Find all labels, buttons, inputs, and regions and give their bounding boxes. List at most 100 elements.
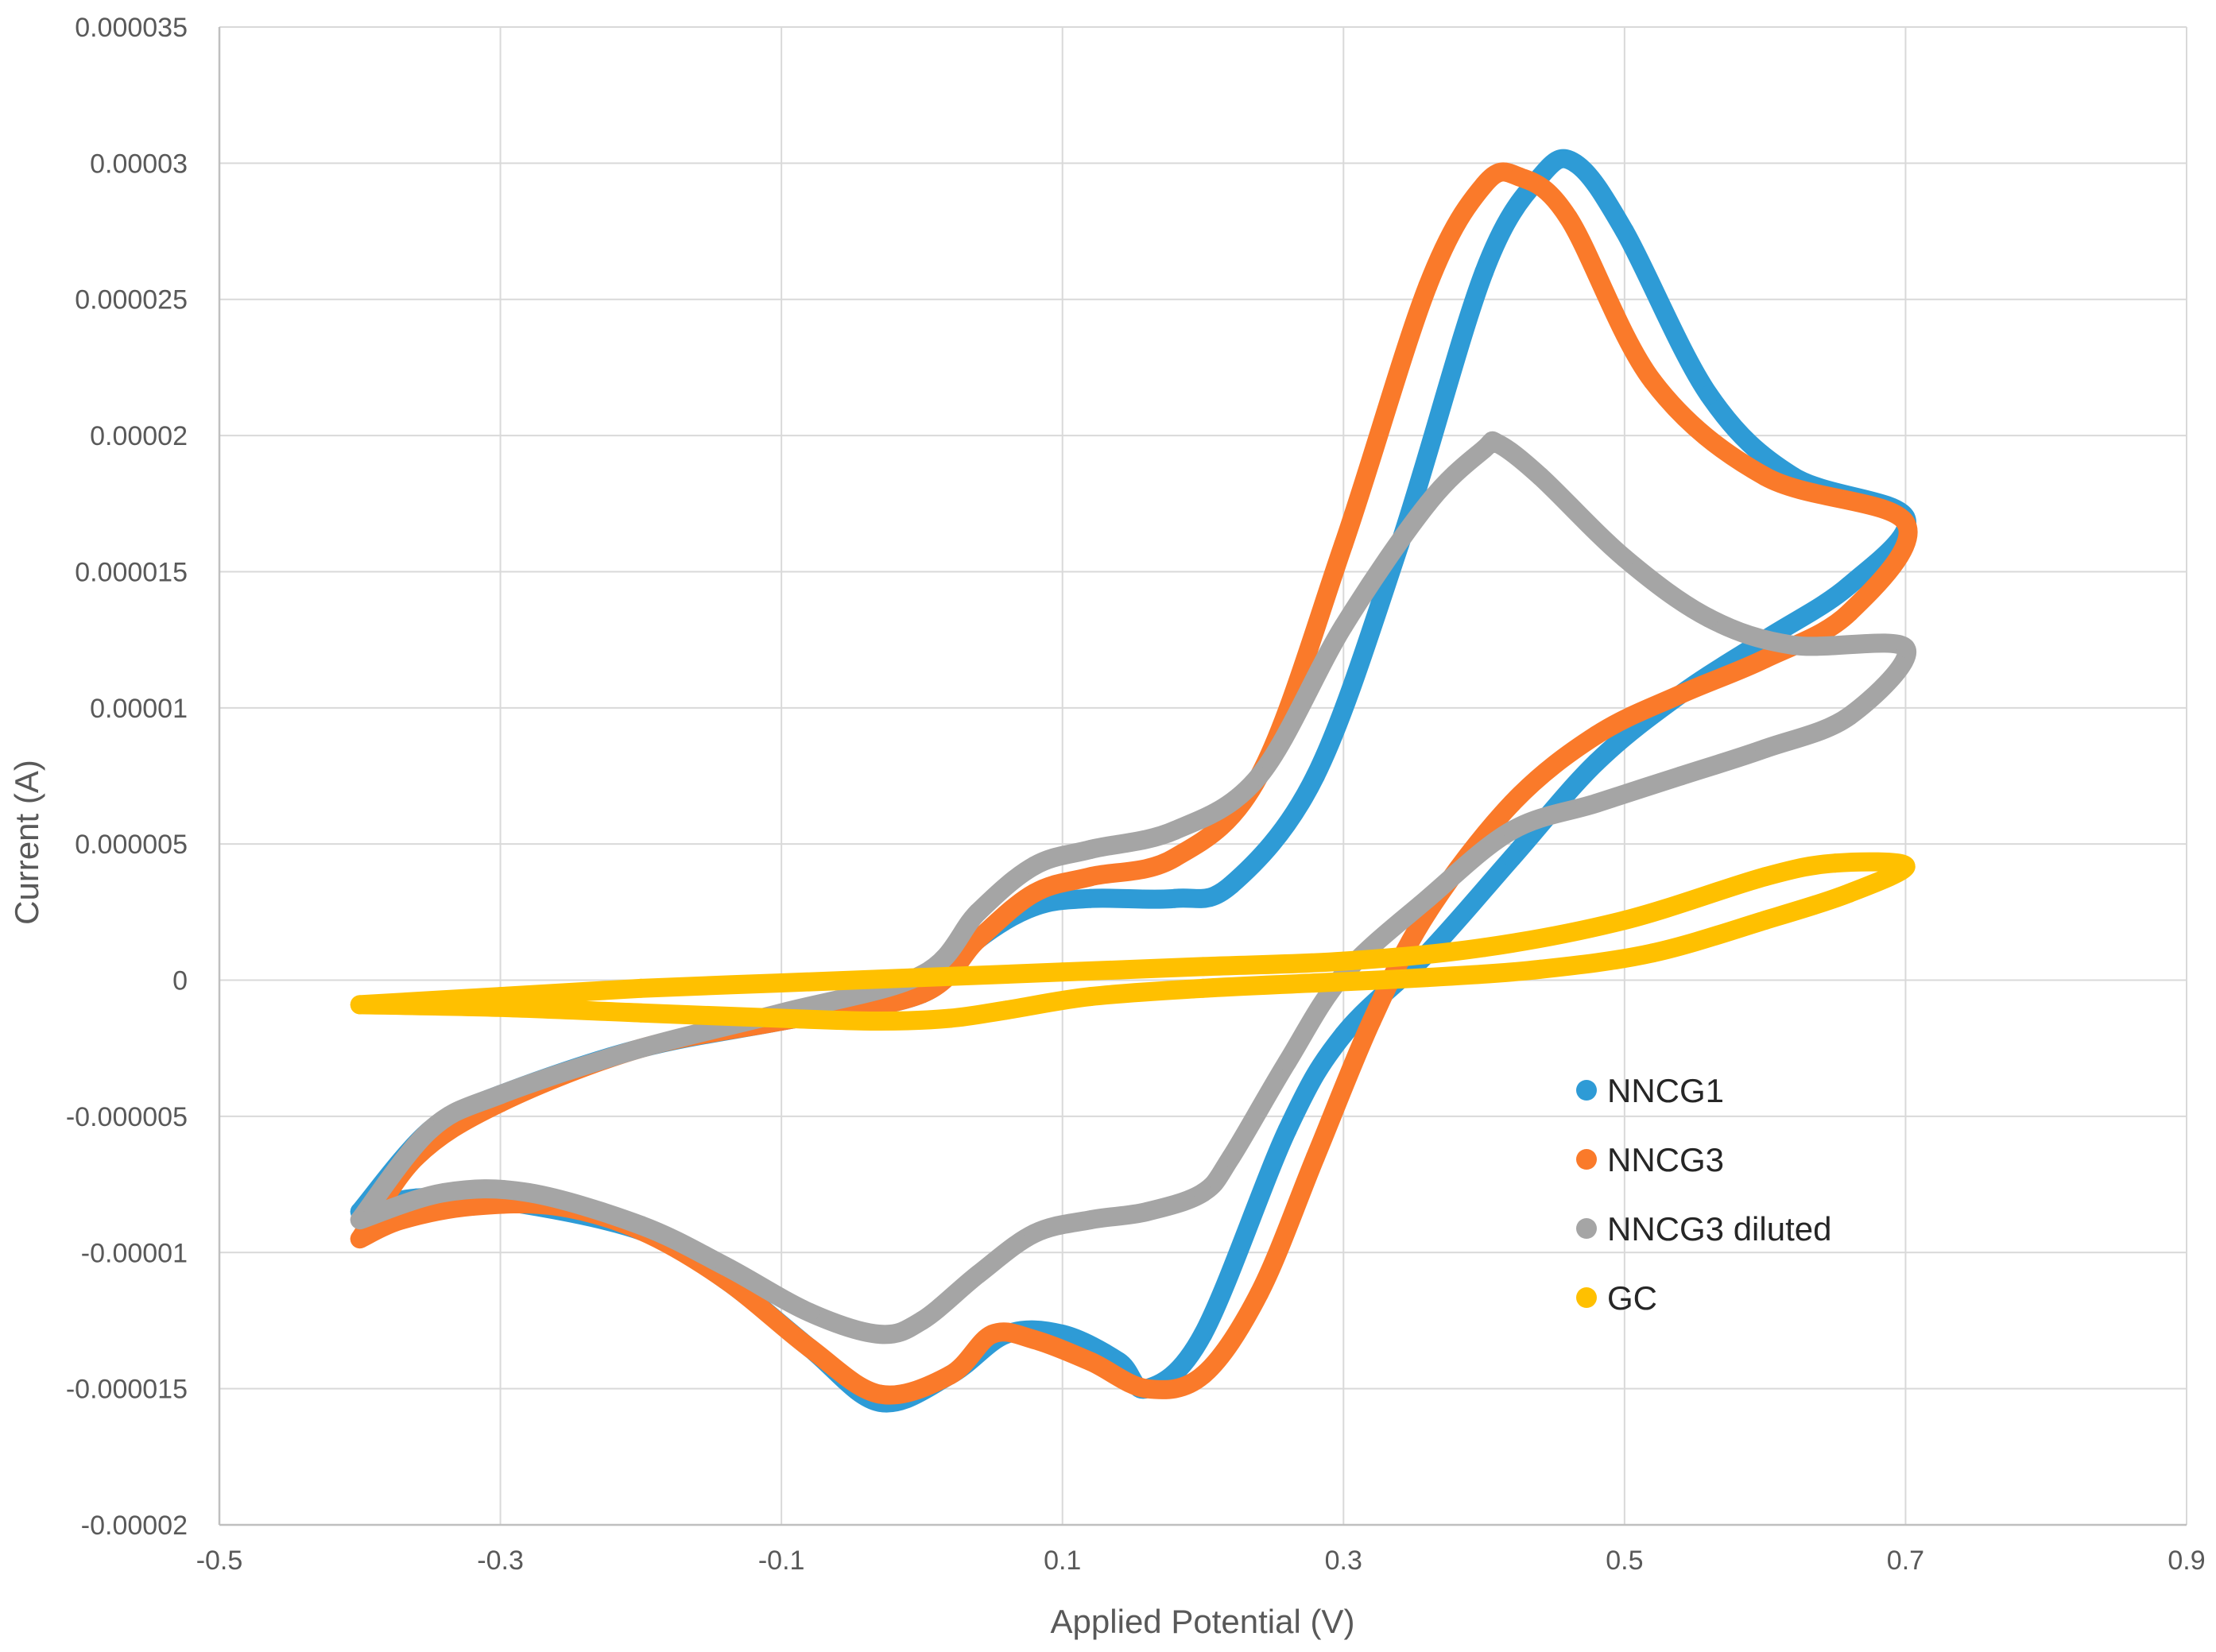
data-point-gc <box>631 1003 651 1023</box>
data-point-nncg3-diluted <box>800 1302 819 1322</box>
y-tick-label: 0.000015 <box>75 557 188 587</box>
data-point-nncg3-diluted <box>1530 466 1550 486</box>
data-point-gc <box>1334 951 1354 971</box>
data-point-nncg3-diluted <box>1586 793 1606 813</box>
data-point-nncg3 <box>350 1229 370 1249</box>
data-point-gc <box>940 1008 960 1028</box>
data-point-nncg3 <box>1755 649 1775 669</box>
data-point-nncg3-diluted <box>1249 766 1269 786</box>
data-point-nncg3-diluted <box>1193 1182 1213 1202</box>
data-point-nncg3 <box>1755 466 1775 486</box>
series-line-nncg3-diluted <box>350 431 1916 1344</box>
data-point-nncg3-diluted <box>968 1264 988 1284</box>
data-point-nncg3 <box>800 1338 819 1358</box>
data-point-nncg3 <box>870 1384 889 1404</box>
data-point-nncg3-diluted <box>1784 636 1803 655</box>
data-point-nncg3-diluted <box>1137 1201 1156 1221</box>
y-tick-label: -0.000015 <box>66 1375 188 1405</box>
data-point-gc <box>772 973 792 992</box>
data-point-gc <box>1614 911 1634 930</box>
data-point-nncg3 <box>912 984 932 1004</box>
data-point-gc <box>1052 962 1072 982</box>
data-point-nncg3-diluted <box>1671 766 1691 786</box>
data-point-nncg3 <box>1137 1379 1156 1399</box>
y-tick-label: -0.00002 <box>81 1511 188 1541</box>
data-point-nncg3-diluted <box>968 902 988 922</box>
data-point-gc <box>1418 968 1438 988</box>
data-point-nncg3-diluted <box>490 1085 510 1105</box>
data-point-nncg3-diluted <box>434 1182 454 1202</box>
data-point-nncg1 <box>1839 575 1859 595</box>
data-point-nncg1 <box>1566 153 1585 173</box>
x-tick-label: 0.1 <box>1044 1546 1081 1576</box>
data-point-nncg1 <box>1193 1325 1213 1344</box>
data-point-nncg3 <box>463 1197 482 1216</box>
data-point-nncg3 <box>1586 725 1606 745</box>
data-point-nncg1 <box>1221 875 1241 895</box>
x-tick-label: -0.1 <box>758 1546 805 1576</box>
data-point-nncg3 <box>1509 167 1529 187</box>
data-point-gc <box>1755 867 1775 887</box>
data-point-nncg3 <box>1896 513 1916 532</box>
data-point-nncg3-diluted <box>420 1120 440 1139</box>
data-point-nncg3-diluted <box>1418 493 1438 513</box>
data-point-nncg3-diluted <box>1025 1224 1044 1244</box>
data-point-nncg3-diluted <box>1418 888 1438 908</box>
data-point-gc <box>997 1000 1016 1020</box>
data-point-nncg3-diluted <box>1165 821 1185 840</box>
data-point-nncg1 <box>1586 752 1606 772</box>
data-point-nncg3 <box>1643 371 1663 391</box>
data-point-nncg3 <box>1193 1365 1213 1385</box>
grid <box>219 26 2187 1525</box>
y-tick-label: 0.000005 <box>75 830 188 860</box>
data-point-nncg3 <box>1025 883 1044 903</box>
x-tick-label: 0.9 <box>2168 1546 2205 1576</box>
data-point-nncg1 <box>1699 385 1718 404</box>
data-point-nncg3-diluted <box>631 1039 651 1058</box>
data-point-nncg3-diluted <box>518 1182 538 1202</box>
data-point-nncg3-diluted <box>1488 434 1508 454</box>
legend-marker-nncg1 <box>1576 1080 1597 1101</box>
data-point-nncg3 <box>1305 1147 1325 1167</box>
data-point-nncg3 <box>1334 535 1354 555</box>
data-point-gc <box>350 995 370 1015</box>
y-tick-labels: -0.00002 -0.000015 -0.00001 -0.000005 0 0.000… <box>66 13 188 1541</box>
data-point-nncg3 <box>1249 1283 1269 1303</box>
data-point-nncg3 <box>1502 793 1522 813</box>
y-tick-label: 0.000035 <box>75 13 188 43</box>
data-point-gc <box>1755 911 1775 930</box>
data-point-nncg3-diluted <box>1081 840 1101 859</box>
y-tick-label: 0.00002 <box>90 421 188 451</box>
data-point-nncg3-diluted <box>1025 856 1044 876</box>
data-point-gc <box>912 968 932 988</box>
data-point-nncg1 <box>1502 848 1522 868</box>
data-point-nncg3 <box>940 1365 960 1385</box>
data-point-nncg3 <box>1081 867 1101 887</box>
data-point-nncg3-diluted <box>870 1325 889 1344</box>
data-point-nncg3-diluted <box>1896 638 1916 658</box>
data-point-nncg3 <box>1839 602 1859 622</box>
data-point-gc <box>1193 957 1213 977</box>
data-point-gc <box>1305 973 1325 992</box>
data-point-nncg3-diluted <box>1839 706 1859 726</box>
axes <box>218 27 2187 1526</box>
data-point-nncg1 <box>1334 1025 1354 1045</box>
data-point-nncg3 <box>1165 848 1185 868</box>
legend-label-gc: GC <box>1607 1279 1657 1317</box>
data-point-nncg3 <box>982 1325 1002 1344</box>
series-line-gc <box>350 852 1916 1031</box>
data-point-nncg3-diluted <box>1221 1147 1241 1167</box>
data-point-nncg3-diluted <box>1614 548 1634 568</box>
data-point-nncg1 <box>1474 262 1494 282</box>
data-point-nncg3-diluted <box>1081 1210 1101 1230</box>
x-tick-label: 0.5 <box>1606 1546 1643 1576</box>
data-point-nncg3-diluted <box>715 1256 735 1276</box>
data-point-nncg3-diluted <box>631 1216 651 1235</box>
data-point-gc <box>1839 883 1859 903</box>
legend-marker-nncg3-diluted <box>1576 1218 1597 1239</box>
data-point-gc <box>1896 856 1916 876</box>
series-group <box>350 149 1918 1413</box>
legend-marker-gc <box>1576 1287 1597 1308</box>
data-point-nncg3 <box>968 930 988 950</box>
data-point-nncg3-diluted <box>1755 739 1775 759</box>
